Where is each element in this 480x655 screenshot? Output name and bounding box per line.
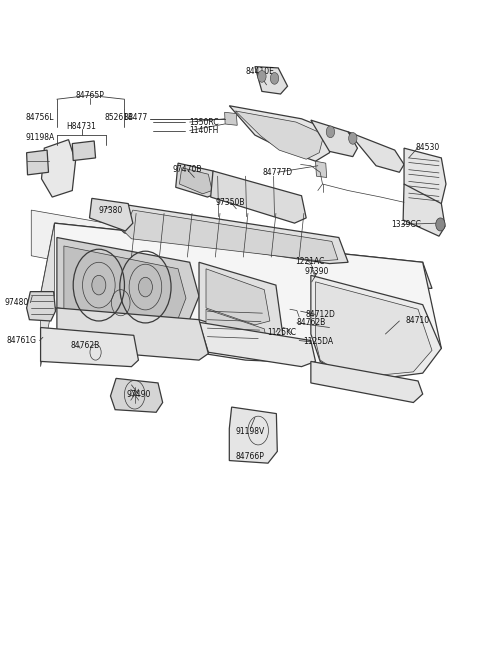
Text: 97470B: 97470B [173,165,202,174]
Text: 84762B: 84762B [296,318,325,328]
Text: H84731: H84731 [67,122,96,131]
Text: 84765P: 84765P [75,91,104,100]
Polygon shape [180,168,212,194]
Circle shape [92,275,106,295]
Text: 97490: 97490 [126,390,151,398]
Text: 84410E: 84410E [245,67,274,76]
Polygon shape [41,328,138,367]
Polygon shape [315,161,327,178]
Polygon shape [41,223,55,367]
Circle shape [258,71,266,83]
Polygon shape [206,269,270,325]
Polygon shape [26,291,56,321]
Polygon shape [311,362,423,403]
Polygon shape [55,223,432,288]
Polygon shape [311,120,358,157]
Polygon shape [31,210,143,275]
Text: 1350RC: 1350RC [190,117,219,126]
Text: 85261B: 85261B [104,113,133,122]
Polygon shape [123,210,338,261]
Text: 84777D: 84777D [262,168,292,177]
Polygon shape [41,223,441,386]
Text: 84766P: 84766P [236,452,264,461]
Text: 84761G: 84761G [7,336,37,345]
Polygon shape [89,198,133,231]
Text: 97390: 97390 [304,267,329,276]
Polygon shape [403,184,445,236]
Polygon shape [255,67,288,94]
Text: 1339CC: 1339CC [392,220,421,229]
Circle shape [348,132,357,144]
Text: 84762B: 84762B [70,341,99,350]
Text: 1140FH: 1140FH [190,126,219,135]
Polygon shape [199,262,283,341]
Text: 1125KC: 1125KC [267,328,297,337]
Text: 1125DA: 1125DA [303,337,333,346]
Polygon shape [72,141,96,160]
Text: 97480: 97480 [5,298,29,307]
Circle shape [270,73,279,84]
Polygon shape [199,322,315,367]
Circle shape [436,218,445,231]
Text: 84756L: 84756L [25,113,54,122]
Text: 91198V: 91198V [236,427,265,436]
Circle shape [326,126,335,138]
Polygon shape [315,282,432,377]
Text: 97380: 97380 [98,206,122,215]
Text: 91198A: 91198A [25,132,54,141]
Polygon shape [348,132,404,172]
Text: 84710: 84710 [406,316,430,326]
Text: 84477: 84477 [123,113,148,122]
Polygon shape [176,163,217,197]
Polygon shape [229,407,277,463]
Polygon shape [110,379,163,412]
Polygon shape [229,105,334,161]
Text: 97350B: 97350B [216,198,245,207]
Polygon shape [64,246,186,331]
Circle shape [138,277,153,297]
Polygon shape [211,171,306,223]
Polygon shape [57,308,208,360]
Polygon shape [41,140,75,197]
Text: 1221AC: 1221AC [295,257,324,266]
Polygon shape [404,148,446,205]
Text: 84530: 84530 [415,143,440,152]
Text: 84712D: 84712D [305,310,335,319]
Polygon shape [235,111,324,159]
Polygon shape [311,275,441,380]
Polygon shape [26,150,48,175]
Polygon shape [115,205,348,263]
Polygon shape [57,238,199,331]
Polygon shape [206,309,268,352]
Polygon shape [225,112,237,125]
